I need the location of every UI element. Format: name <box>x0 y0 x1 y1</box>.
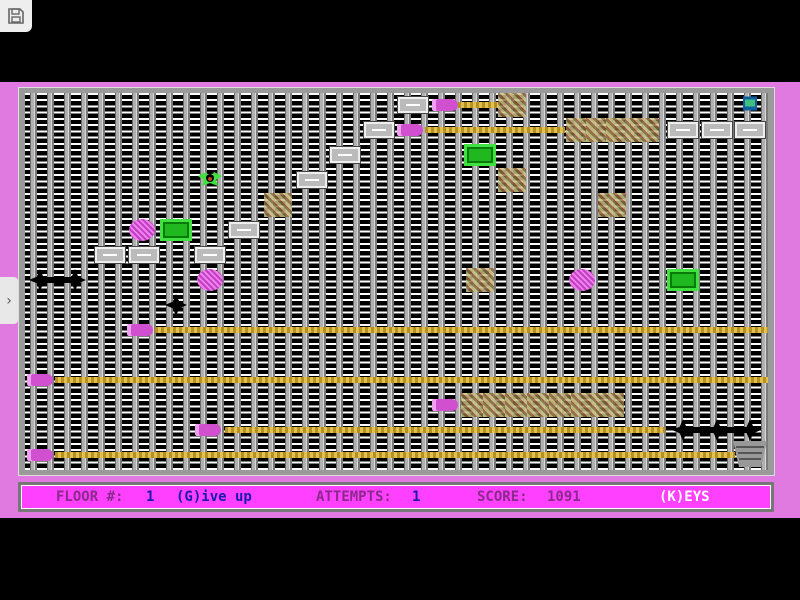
stone-block <box>398 97 428 113</box>
black-hole <box>672 419 694 441</box>
sidebar-toggle[interactable]: › <box>0 277 18 324</box>
floor-label: FLOOR #: <box>56 489 124 505</box>
black-hole <box>706 419 728 441</box>
stone-block <box>229 222 259 238</box>
exit-bucket <box>733 441 767 470</box>
stone-block <box>330 147 360 163</box>
pink-creature <box>127 324 153 336</box>
pink-creature <box>27 374 53 386</box>
rope <box>155 327 768 333</box>
save-button[interactable] <box>0 0 32 32</box>
rope <box>225 427 665 433</box>
status-bar: FLOOR #: 1 (G)ive up ATTEMPTS: 1 SCORE: … <box>18 482 774 512</box>
black-hole <box>29 269 51 291</box>
attempts-value: 1 <box>412 489 421 505</box>
score-label: SCORE: <box>477 489 528 505</box>
stone-block <box>702 122 732 138</box>
stone-block <box>735 122 765 138</box>
green-gem <box>464 144 496 166</box>
black-hole <box>165 294 187 316</box>
monitor-icon <box>743 96 757 115</box>
spiked-tile <box>571 393 599 417</box>
pink-creature <box>432 399 458 411</box>
spiked-tile <box>596 393 624 417</box>
chevron-right-icon: › <box>4 292 14 309</box>
floor-value: 1 <box>146 489 155 505</box>
stone-block <box>297 172 327 188</box>
rope <box>425 127 565 133</box>
stone-block <box>129 247 159 263</box>
stone-block <box>668 122 698 138</box>
floppy-disk-icon <box>8 8 24 24</box>
pink-creature <box>195 424 221 436</box>
pink-ball <box>129 219 155 241</box>
game-frame <box>18 87 775 476</box>
rope <box>55 377 768 383</box>
hole-link <box>40 277 75 283</box>
spiked-tile <box>598 193 626 217</box>
pink-creature <box>397 124 423 136</box>
attempts-label: ATTEMPTS: <box>316 489 392 505</box>
green-gem <box>160 219 192 241</box>
stone-block <box>195 247 225 263</box>
black-hole <box>64 269 86 291</box>
score-value: 1091 <box>547 489 581 505</box>
pink-creature <box>432 99 458 111</box>
black-hole <box>739 419 761 441</box>
stone-block <box>95 247 125 263</box>
pink-ball <box>569 269 595 291</box>
spiked-tile <box>498 93 526 117</box>
spiked-tile <box>606 118 634 142</box>
spiked-tile <box>631 118 659 142</box>
spiked-tile <box>466 268 494 292</box>
rope <box>458 102 500 108</box>
keys-button[interactable]: (K)EYS <box>659 489 710 505</box>
green-gem <box>667 269 699 291</box>
game-field[interactable] <box>25 93 768 470</box>
pink-creature <box>27 449 53 461</box>
pink-ball <box>197 269 223 291</box>
stone-block <box>364 122 394 138</box>
spiked-tile <box>498 168 526 192</box>
spiked-tile <box>264 193 292 217</box>
rope <box>55 452 735 458</box>
give-up-button[interactable]: (G)ive up <box>176 489 252 505</box>
player-character <box>196 168 224 192</box>
